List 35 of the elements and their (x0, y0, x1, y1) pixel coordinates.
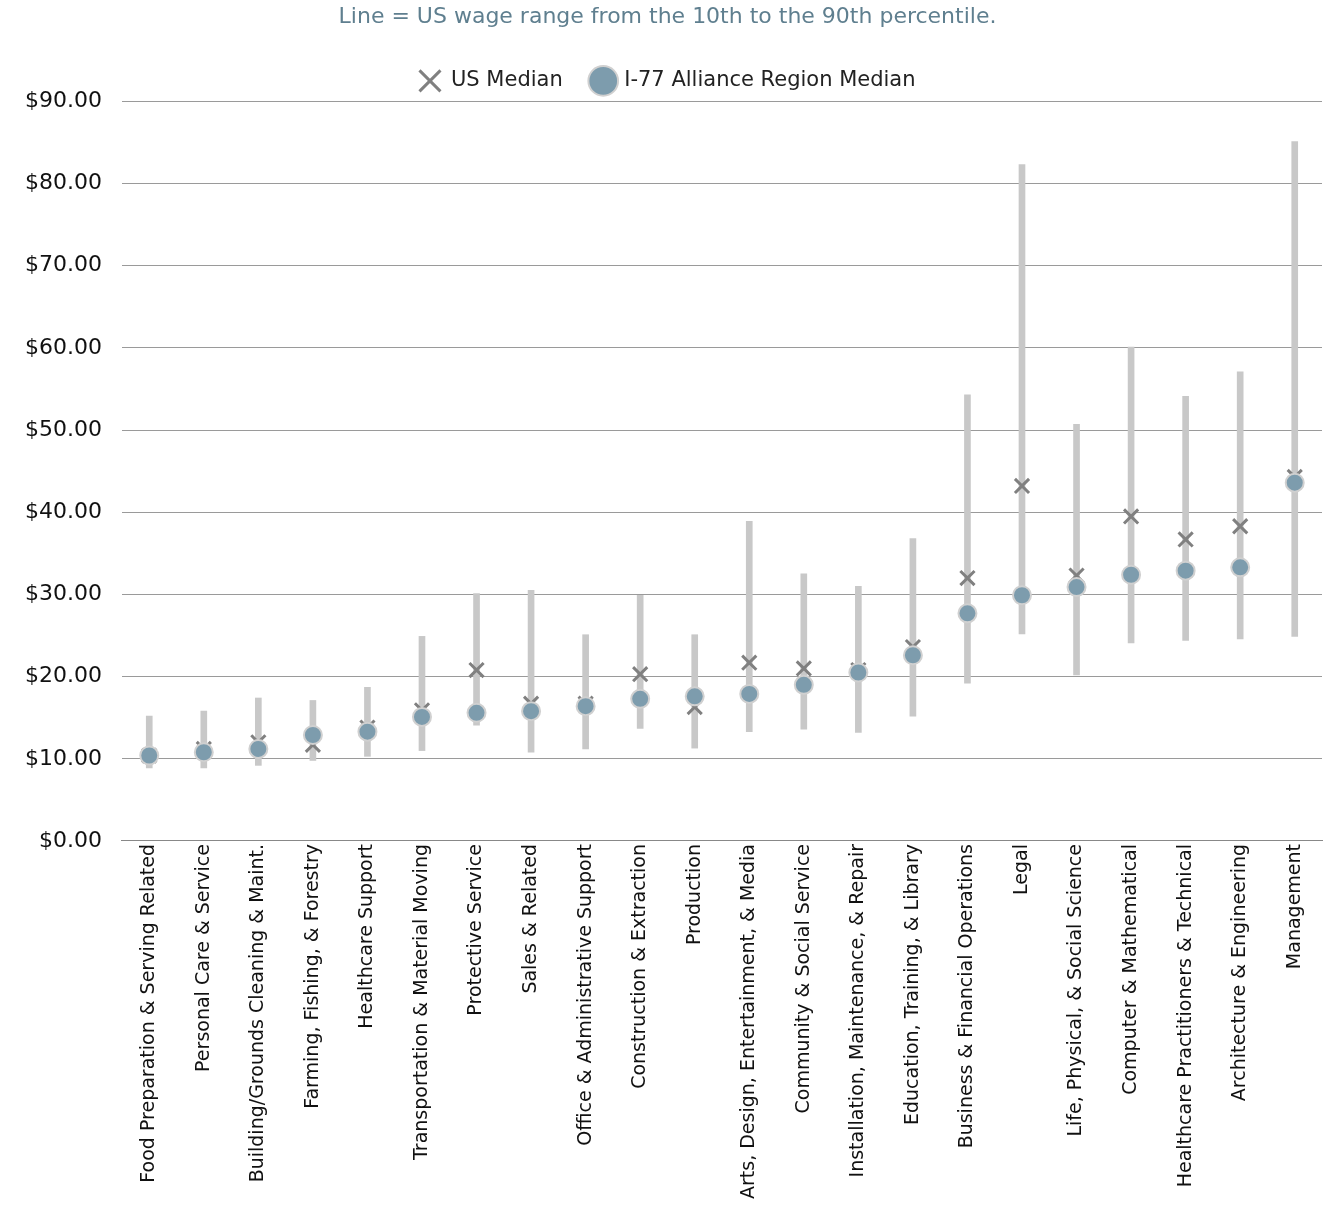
y-tick-label: $70.00 (24, 251, 102, 277)
y-tick-label: $0.00 (38, 826, 102, 852)
y-tick-label: $10.00 (24, 744, 102, 770)
x-tick-label: Production (681, 843, 704, 946)
x-tick-label: Farming, Fishing, & Forestry (299, 843, 322, 1109)
x-tick-label: Transportation & Material Moving (408, 843, 431, 1161)
x-tick-label: Installation, Maintenance, & Repair (845, 843, 868, 1178)
x-tick-label: Office & Administrative Support (572, 843, 595, 1146)
x-tick-label: Community & Social Service (790, 843, 813, 1114)
y-tick-label: $50.00 (24, 415, 102, 441)
y-tick-label: $40.00 (24, 498, 102, 523)
x-tick-label: Arts, Design, Entertainment, & Media (736, 843, 759, 1200)
x-tick-label: Personal Care & Service (190, 843, 213, 1072)
y-tick-label: $80.00 (24, 169, 102, 195)
x-tick-label: Construction & Extraction (627, 843, 650, 1089)
x-tick-label: Food Preparation & Serving Related (136, 843, 159, 1183)
x-tick-label: Life, Physical, & Social Science (1063, 843, 1086, 1137)
x-tick-label: Business & Financial Operations (954, 843, 977, 1149)
x-tick-label: Computer & Mathematical (1118, 843, 1141, 1095)
legend-label: I-77 Alliance Region Median (624, 67, 916, 92)
x-tick-label: Healthcare Practitioners & Technical (1172, 843, 1195, 1188)
x-tick-label: Building/Grounds Cleaning & Maint. (245, 843, 268, 1183)
y-tick-label: $30.00 (24, 580, 102, 606)
x-tick-label: Protective Service (463, 843, 486, 1016)
x-tick-label: Legal (1008, 843, 1031, 895)
x-tick-label: Management (1281, 843, 1304, 970)
x-tick-label: Healthcare Support (354, 843, 377, 1029)
y-tick-label: $20.00 (24, 662, 102, 688)
x-tick-label: Architecture & Engineering (1227, 843, 1250, 1102)
chart-title: Line = US wage range from the 10th to the 90th percentile. (338, 2, 997, 28)
legend-label: US Median (450, 67, 563, 92)
y-tick-label: $90.00 (24, 87, 102, 113)
y-tick-label: $60.00 (24, 333, 102, 359)
x-tick-label: Education, Training, & Library (899, 843, 922, 1125)
x-tick-label: Sales & Related (518, 843, 541, 994)
